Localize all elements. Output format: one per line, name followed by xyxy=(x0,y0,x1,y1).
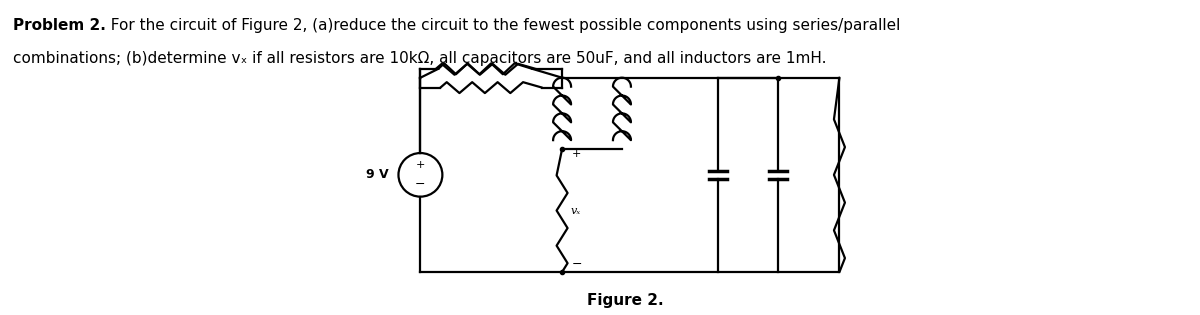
Text: Problem 2.: Problem 2. xyxy=(13,18,107,33)
Text: Figure 2.: Figure 2. xyxy=(587,293,664,308)
Text: +: + xyxy=(572,149,582,159)
Text: vₓ: vₓ xyxy=(571,205,581,215)
Text: 9 V: 9 V xyxy=(366,168,389,181)
Text: combinations; (b)determine vₓ if all resistors are 10kΩ, all capacitors are 50uF: combinations; (b)determine vₓ if all res… xyxy=(13,51,827,66)
Text: For the circuit of Figure 2, (a)reduce the circuit to the fewest possible compon: For the circuit of Figure 2, (a)reduce t… xyxy=(101,18,900,33)
Text: −: − xyxy=(415,178,426,191)
Text: −: − xyxy=(572,258,582,271)
Text: +: + xyxy=(415,160,425,170)
